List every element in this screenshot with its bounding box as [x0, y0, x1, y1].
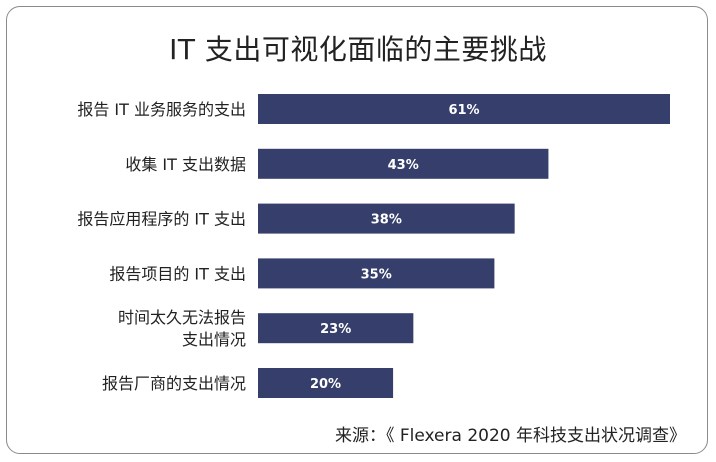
bar-4: [258, 258, 495, 289]
bar-value-label-6: 20%: [310, 377, 341, 392]
bar-value-label-5: 23%: [320, 322, 351, 337]
bar-2: [258, 148, 549, 179]
bar-value-label-2: 43%: [388, 158, 419, 173]
category-label-3: 报告应用程序的 IT 支出: [77, 210, 246, 229]
bar-value-label-1: 61%: [448, 103, 479, 118]
category-label-2: 收集 IT 支出数据: [125, 155, 246, 174]
category-label-4: 报告项目的 IT 支出: [109, 264, 246, 283]
bar-value-label-3: 38%: [371, 213, 402, 228]
category-label-5-line-2: 支出情况: [182, 330, 246, 349]
source-note: 来源：《 Flexera 2020 年科技支出状况调查》: [334, 426, 686, 446]
bar-1: [258, 94, 670, 124]
bar-5: [258, 313, 414, 344]
bar-6: [258, 368, 394, 398]
category-label-5-line-1: 时间太久无法报告: [118, 308, 246, 327]
chart-title: IT 支出可视化面临的主要挑战: [169, 33, 547, 66]
bar-value-label-4: 35%: [361, 267, 392, 282]
category-label-1: 报告 IT 业务服务的支出: [77, 100, 246, 119]
category-label-6: 报告厂商的支出情况: [102, 374, 246, 393]
bar-3: [258, 203, 515, 234]
